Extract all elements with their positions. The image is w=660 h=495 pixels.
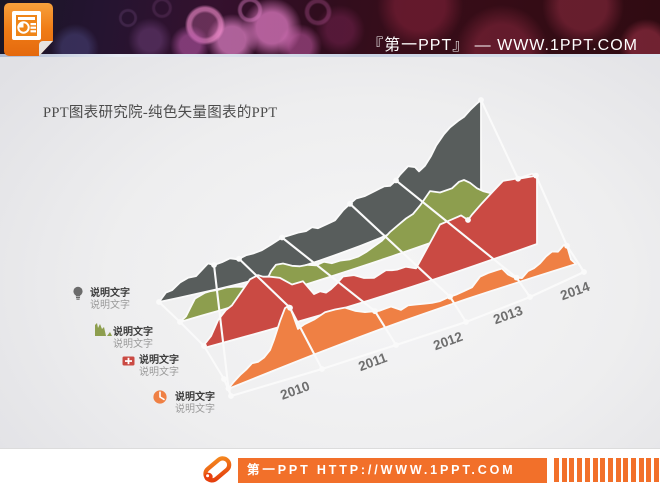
- svg-text:2013: 2013: [491, 303, 525, 328]
- svg-text:2011: 2011: [356, 350, 389, 374]
- svg-text:2010: 2010: [278, 378, 311, 402]
